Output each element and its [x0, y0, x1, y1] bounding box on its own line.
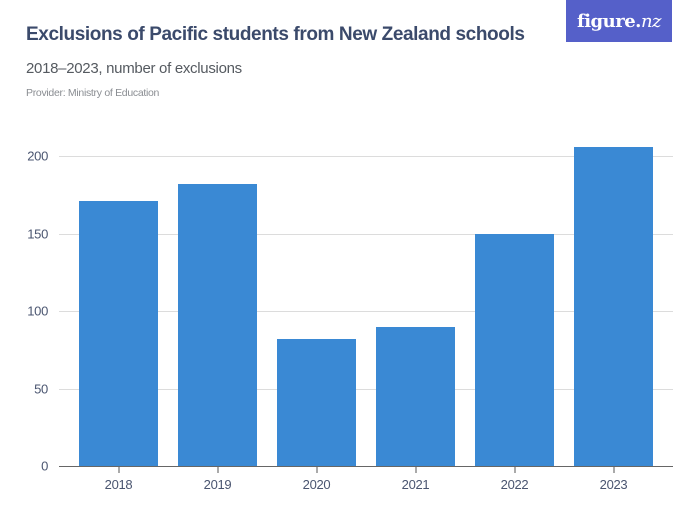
y-axis-tick-label: 50 [34, 381, 48, 396]
bar-2019[interactable] [178, 183, 257, 466]
x-axis-tick-mark [117, 467, 120, 473]
x-axis-tick-mark [513, 467, 516, 473]
x-axis-tick-mark [414, 467, 417, 473]
x-axis-tick-label: 2020 [302, 477, 331, 492]
x-axis-tick-mark [315, 467, 318, 473]
chart-title: Exclusions of Pacific students from New … [26, 24, 525, 45]
y-axis-tick-label: 100 [27, 303, 48, 319]
x-axis-line [59, 466, 673, 467]
logo-text: figure. [576, 10, 641, 32]
y-axis-tick-label: 0 [41, 458, 48, 474]
y-axis-tick-label: 150 [27, 226, 48, 241]
x-axis-tick-label: 2019 [203, 477, 232, 492]
bar-2018[interactable] [79, 200, 158, 466]
x-axis-tick-mark [216, 467, 219, 473]
x-axis-tick-label: 2021 [401, 477, 430, 492]
x-axis-tick-label: 2018 [104, 477, 133, 492]
bar-2021[interactable] [376, 326, 455, 466]
bar-2022[interactable] [475, 233, 554, 466]
bar-2020[interactable] [277, 338, 356, 466]
data-provider: Provider: Ministry of Education [26, 87, 160, 99]
chart-subtitle: 2018–2023, number of exclusions [26, 60, 242, 77]
x-axis-tick-label: 2023 [599, 477, 628, 492]
figure-nz-logo[interactable]: figure. nz [566, 0, 672, 42]
gridline [59, 311, 673, 312]
gridline [59, 234, 673, 235]
x-axis-tick-label: 2022 [500, 477, 529, 492]
gridline [59, 156, 673, 157]
gridline [59, 389, 673, 390]
x-axis-tick-mark [612, 467, 615, 473]
logo-text-nz: nz [640, 10, 662, 32]
bar-2023[interactable] [574, 146, 653, 466]
y-axis-tick-label: 200 [27, 148, 48, 164]
